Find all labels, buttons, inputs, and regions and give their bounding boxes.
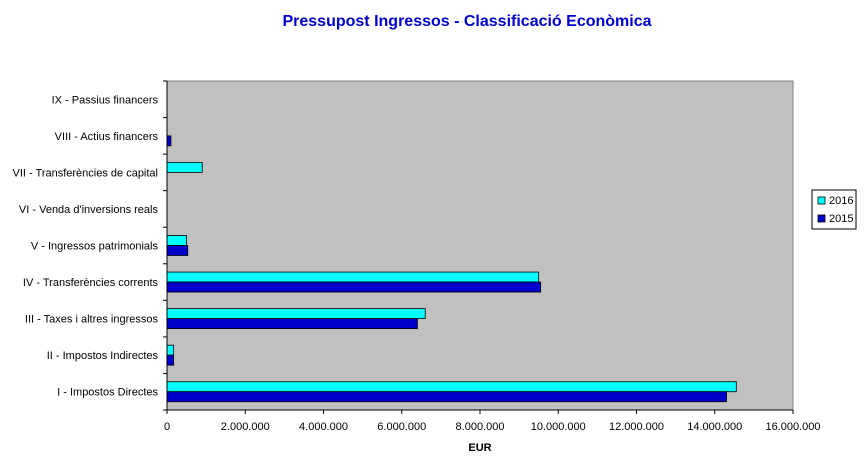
bar-2015-1 bbox=[166, 391, 727, 403]
x-axis-tick-label: 12.000.000 bbox=[609, 421, 664, 433]
x-axis-tick-label: 16.000.000 bbox=[765, 421, 820, 433]
bar-2016-1 bbox=[166, 381, 737, 393]
category-label: II - Impostos Indirectes bbox=[47, 350, 159, 362]
legend-box bbox=[811, 189, 857, 230]
bar-2016-3 bbox=[166, 308, 426, 320]
category-ticks bbox=[163, 80, 167, 411]
x-axis-tick-label: 4.000.000 bbox=[299, 421, 348, 433]
x-axis-tick-label: 8.000.000 bbox=[456, 421, 505, 433]
category-label: VI - Venda d'inversions reals bbox=[19, 204, 159, 216]
bar-2015-3 bbox=[166, 318, 418, 330]
legend-swatch-2016 bbox=[817, 196, 826, 205]
bar-2015-5 bbox=[166, 245, 189, 256]
bar-2015-2 bbox=[166, 354, 175, 366]
x-axis-title: EUR bbox=[468, 442, 491, 454]
bar-2015-8 bbox=[166, 135, 172, 147]
bars-group bbox=[166, 135, 737, 403]
bar-2016-7 bbox=[166, 161, 203, 173]
bar-2016-4 bbox=[166, 271, 540, 283]
x-axis-tick-label: 2.000.000 bbox=[221, 421, 270, 433]
x-axis-tick-labels: 0 2.000.000 4.000.000 6.000.000 8.000.000 10.… bbox=[164, 421, 821, 433]
category-label: VII - Transferències de capital bbox=[12, 167, 158, 179]
x-axis-tick-label: 0 bbox=[164, 421, 170, 433]
category-label: III - Taxes i altres ingressos bbox=[25, 314, 159, 326]
category-label: I - Impostos Directes bbox=[57, 387, 158, 399]
legend-label-2015: 2015 bbox=[829, 213, 853, 225]
category-labels: I - Impostos Directes II - Impostos Indir… bbox=[12, 94, 158, 398]
plot-area bbox=[166, 80, 794, 411]
category-label: IX - Passius financers bbox=[52, 94, 159, 106]
legend-swatch-2015 bbox=[817, 214, 826, 223]
bar-2015-4 bbox=[166, 281, 542, 293]
category-label: V - Ingressos patrimonials bbox=[31, 241, 159, 253]
category-label: VIII - Actius financers bbox=[55, 131, 159, 143]
bar-2016-2 bbox=[166, 344, 175, 356]
chart-title: Pressupost Ingressos - Classificació Eco… bbox=[282, 13, 652, 30]
x-axis-tick-label: 6.000.000 bbox=[377, 421, 426, 433]
x-axis-tick-label: 14.000.000 bbox=[687, 421, 742, 433]
x-axis-tick-label: 10.000.000 bbox=[531, 421, 586, 433]
legend: 2016 2015 bbox=[811, 189, 857, 230]
legend-label-2016: 2016 bbox=[829, 195, 853, 207]
bar-2016-5 bbox=[166, 235, 187, 246]
x-axis-ticks bbox=[166, 410, 794, 414]
category-label: IV - Transferències corrents bbox=[23, 277, 159, 289]
